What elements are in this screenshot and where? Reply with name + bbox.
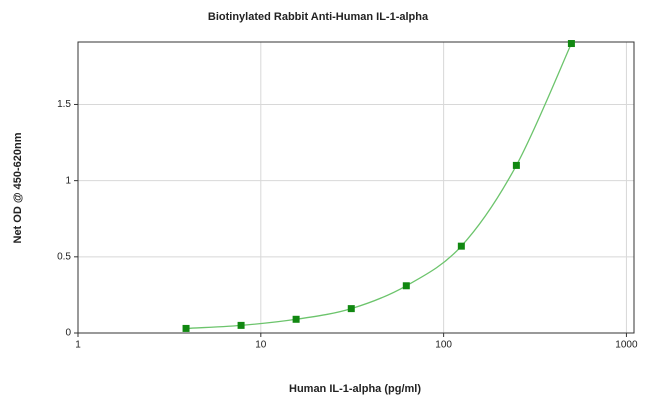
data-point: [567, 40, 575, 48]
data-point: [457, 242, 465, 250]
data-point: [292, 315, 300, 323]
x-tick-label: 100: [435, 340, 452, 351]
data-point: [512, 161, 520, 169]
data-point: [402, 282, 410, 290]
data-point: [347, 305, 355, 313]
y-tick-label: 1.5: [57, 99, 71, 110]
data-point: [182, 324, 190, 332]
chart-title: Biotinylated Rabbit Anti-Human IL-1-alph…: [208, 11, 429, 23]
x-axis-label: Human IL-1-alpha (pg/ml): [289, 383, 421, 395]
x-tick-label: 1000: [615, 340, 638, 351]
plot-frame: [77, 41, 635, 334]
fit-curve: [186, 43, 572, 330]
y-axis-label: Net OD @ 450-620nm: [12, 132, 24, 243]
data-point: [237, 321, 245, 329]
y-tick-label: 0.5: [57, 251, 71, 262]
y-tick-label: 0: [65, 328, 71, 339]
x-tick-label: 1: [75, 340, 81, 351]
x-tick-label: 10: [255, 340, 267, 351]
y-tick-label: 1: [65, 175, 71, 186]
